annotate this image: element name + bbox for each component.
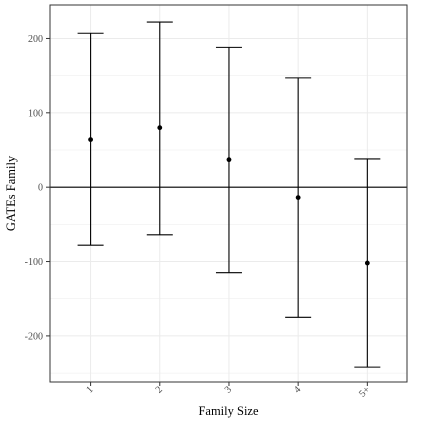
estimate-point-2 (157, 125, 163, 131)
y-tick-label: 100 (28, 108, 43, 119)
estimate-point-1 (88, 137, 93, 142)
x-axis-title: Family Size (198, 404, 259, 418)
y-tick-label: 200 (28, 34, 43, 45)
x-tick-label: 4 (292, 384, 303, 395)
x-tick-label: 3 (223, 384, 234, 395)
plot-marks (77, 21, 381, 368)
y-tick-label: 0 (38, 183, 43, 194)
y-tick-label: -100 (25, 257, 43, 268)
y-axis-title: GATEs Family (4, 155, 18, 231)
estimate-point-4 (295, 195, 301, 200)
estimate-point-5+ (364, 260, 370, 266)
x-tick-label: 1 (84, 384, 95, 395)
estimate-point-3 (226, 157, 232, 163)
x-tick-label: 2 (154, 384, 165, 395)
y-tick-label: -200 (25, 331, 43, 342)
